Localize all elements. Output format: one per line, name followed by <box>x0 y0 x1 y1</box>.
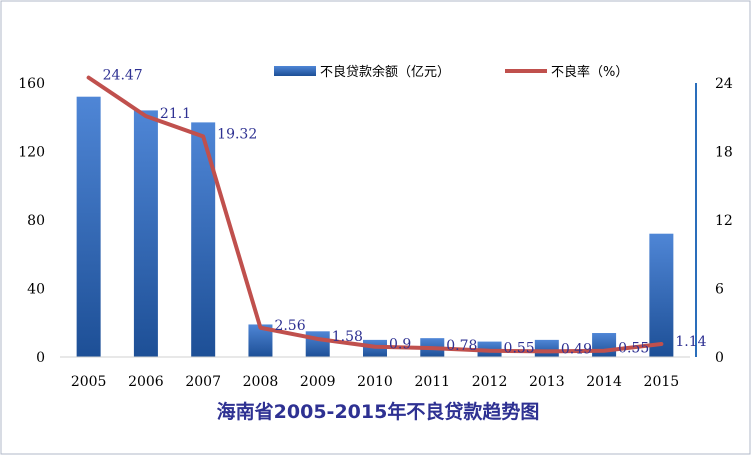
data-label-2005: 24.47 <box>103 68 143 84</box>
data-label-2013: 0.49 <box>561 341 592 357</box>
y-right-tick-label: 6 <box>715 282 724 298</box>
y-left-tick-label: 80 <box>27 213 45 229</box>
x-tick-label: 2010 <box>357 374 393 390</box>
data-label-2015: 1.14 <box>675 334 706 350</box>
line-rate-series <box>86 75 664 354</box>
axes: 0 40 80 120 160 0 6 12 18 24 2005 2006 2007 2008 2009 2… <box>18 76 733 390</box>
x-tick-label: 2013 <box>529 374 565 390</box>
x-tick-label: 2011 <box>414 374 450 390</box>
data-label-2010: 0.9 <box>389 337 411 353</box>
bar-2005 <box>76 96 101 357</box>
x-tick-label: 2008 <box>243 374 279 390</box>
chart-title: 海南省2005-2015年不良贷款趋势图 <box>217 400 540 423</box>
bar-2013 <box>534 339 559 357</box>
x-tick-label: 2007 <box>185 374 221 390</box>
bar-2015 <box>649 233 674 357</box>
data-label-2012: 0.55 <box>504 341 535 357</box>
y-right-tick-label: 0 <box>715 350 724 366</box>
y-left-tick-label: 40 <box>27 282 45 298</box>
bar-2009 <box>305 331 330 357</box>
data-label-2007: 19.32 <box>217 126 257 142</box>
x-tick-label: 2014 <box>586 374 622 390</box>
bar-2006 <box>133 110 158 358</box>
y-left-tick-label: 120 <box>18 145 45 161</box>
data-labels: 24.47 21.1 19.32 2.56 1.58 0.9 0.78 0.55 0.49 0.5… <box>103 68 707 358</box>
x-tick-label: 2012 <box>472 374 508 390</box>
x-tick-label: 2006 <box>128 374 164 390</box>
legend-bar-label: 不良贷款余额（亿元） <box>320 64 450 80</box>
data-label-2009: 1.58 <box>332 329 363 345</box>
x-tick-label: 2015 <box>644 374 680 390</box>
legend-line-label: 不良率（%） <box>551 64 628 80</box>
x-tick-label: 2005 <box>71 374 107 390</box>
y-left-tick-label: 160 <box>18 76 45 92</box>
y-left-tick-label: 0 <box>36 350 45 366</box>
bar-2008 <box>248 324 273 357</box>
legend: 不良贷款余额（亿元） 不良率（%） <box>274 64 628 80</box>
line-series <box>86 75 664 354</box>
y-right-tick-label: 18 <box>715 145 733 161</box>
y-right-tick-label: 24 <box>715 76 733 92</box>
x-tick-label: 2009 <box>300 374 336 390</box>
y-right-tick-label: 12 <box>715 213 733 229</box>
data-label-2008: 2.56 <box>274 318 305 334</box>
data-label-2014: 0.55 <box>618 341 649 357</box>
data-label-2006: 21.1 <box>160 106 191 122</box>
data-label-2011: 0.78 <box>446 338 477 354</box>
bar-2014 <box>592 333 617 357</box>
legend-bar-swatch <box>274 66 316 76</box>
